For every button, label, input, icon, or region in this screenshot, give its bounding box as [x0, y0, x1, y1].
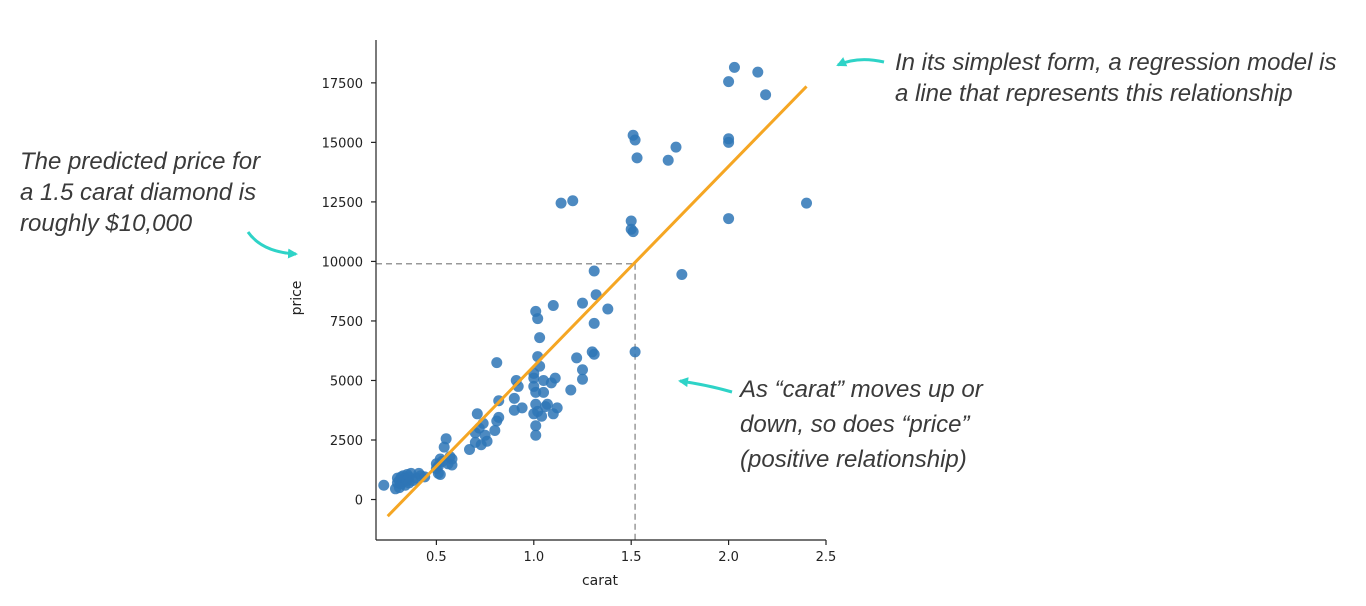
y-tick-label: 2500 [330, 434, 363, 449]
regression-line [386, 85, 808, 518]
data-point [588, 348, 600, 360]
data-point [670, 141, 682, 153]
annotation-regression-model: In its simplest form, a regression model… [895, 47, 1336, 109]
annotation-predicted-price: The predicted price for a 1.5 carat diam… [20, 146, 260, 239]
data-point [602, 303, 614, 315]
data-point [551, 402, 563, 414]
data-point [723, 213, 735, 225]
y-tick-label: 0 [355, 494, 363, 509]
data-point [530, 420, 542, 432]
annotation-line: roughly $10,000 [20, 210, 193, 237]
data-point [571, 352, 583, 364]
annotation-line: In its simplest form, a regression model… [895, 49, 1337, 76]
data-point [489, 424, 501, 436]
data-point [627, 226, 639, 238]
x-axis-label: carat [582, 573, 619, 589]
y-tick-label: 10000 [322, 255, 363, 270]
data-point [676, 269, 688, 281]
data-point [625, 215, 637, 227]
data-point [446, 459, 458, 471]
x-tick-label: 2.5 [816, 550, 837, 565]
data-point [555, 197, 567, 209]
data-point [493, 411, 505, 423]
top-annotation-arrow [836, 57, 885, 67]
data-point [434, 469, 446, 481]
data-point [530, 429, 542, 441]
data-point [481, 435, 493, 447]
data-point [728, 61, 740, 73]
data-point [547, 299, 559, 311]
annotation-positive-relationship: As “carat” moves up or down, so does “pr… [740, 374, 983, 475]
data-point [723, 133, 735, 145]
y-tick-label: 15000 [322, 136, 363, 151]
data-point [752, 66, 764, 78]
annotation-line: The predicted price for [20, 148, 261, 175]
data-point [491, 357, 503, 369]
data-point [438, 441, 450, 453]
data-point [576, 373, 588, 385]
y-axis-label: price [289, 281, 305, 316]
data-point [549, 372, 561, 384]
annotation-line: a line that represents this relationship [895, 80, 1293, 107]
data-point [588, 265, 600, 277]
annotation-line: down, so does “price” [740, 411, 970, 438]
annotation-line: (positive relationship) [740, 446, 967, 473]
data-point [631, 152, 643, 164]
data-point [508, 392, 520, 404]
y-tick-label: 5000 [330, 374, 363, 389]
left-annotation-arrow [246, 231, 298, 259]
data-point [534, 332, 546, 344]
x-tick-label: 1.5 [621, 550, 642, 565]
data-point [530, 386, 542, 398]
data-point [565, 384, 577, 396]
y-tick-label: 17500 [322, 77, 363, 92]
annotation-line: a 1.5 carat diamond is [20, 179, 257, 206]
data-point [576, 297, 588, 309]
data-point [629, 346, 641, 358]
data-point [440, 433, 452, 445]
data-point [471, 408, 483, 420]
data-point [723, 76, 735, 88]
data-point [662, 154, 674, 166]
y-tick-label: 12500 [322, 196, 363, 211]
data-point [567, 195, 579, 207]
annotation-line: As “carat” moves up or [740, 376, 983, 403]
data-point [801, 197, 813, 209]
data-point [760, 89, 772, 101]
data-point [536, 410, 548, 422]
x-tick-label: 2.0 [718, 550, 739, 565]
data-point [516, 402, 528, 414]
data-point [588, 317, 600, 329]
middle-annotation-arrow [678, 377, 733, 394]
data-point [538, 386, 550, 398]
y-tick-label: 7500 [330, 315, 363, 330]
data-point [629, 134, 641, 146]
x-tick-label: 1.0 [523, 550, 544, 565]
x-tick-label: 0.5 [426, 550, 447, 565]
data-point [541, 398, 553, 410]
data-point [532, 313, 544, 325]
data-point [378, 479, 390, 491]
data-point [576, 364, 588, 376]
